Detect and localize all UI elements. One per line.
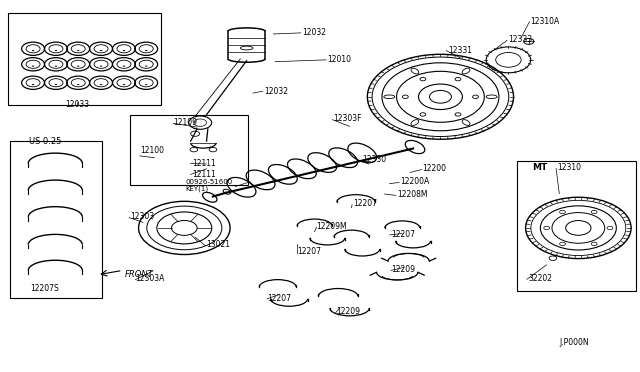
Bar: [8, 13, 161, 105]
Bar: [10, 141, 102, 298]
Text: 12303: 12303: [131, 212, 154, 221]
Text: 12207: 12207: [268, 294, 292, 302]
Text: 12333: 12333: [508, 35, 532, 44]
Text: 12209M: 12209M: [317, 222, 347, 231]
Text: 12303A: 12303A: [136, 274, 164, 283]
Text: 12111: 12111: [193, 159, 216, 168]
Text: J.P000N: J.P000N: [559, 338, 589, 347]
Text: 12032: 12032: [264, 87, 288, 96]
Text: 12200A: 12200A: [401, 177, 429, 186]
Text: MT: MT: [532, 163, 547, 172]
Text: FRONT: FRONT: [125, 270, 154, 279]
Text: 12310: 12310: [557, 163, 581, 172]
Text: 13021: 13021: [207, 240, 230, 249]
Text: 12100: 12100: [140, 146, 164, 155]
Text: 12032: 12032: [302, 28, 326, 37]
Text: US 0.25: US 0.25: [29, 137, 61, 145]
Text: 12303F: 12303F: [333, 115, 362, 124]
Text: 12010: 12010: [327, 55, 351, 64]
Text: 12331: 12331: [448, 46, 472, 55]
Text: 12208M: 12208M: [397, 190, 428, 199]
Text: 12109: 12109: [173, 118, 198, 127]
Text: 12207: 12207: [298, 247, 321, 256]
Text: 00926-51600: 00926-51600: [186, 179, 233, 185]
Text: 12209: 12209: [336, 307, 360, 316]
Text: 12310A: 12310A: [531, 17, 560, 26]
Text: 12330: 12330: [362, 155, 387, 164]
Text: 12033: 12033: [65, 100, 89, 109]
Text: 12200: 12200: [422, 164, 447, 173]
Text: 12209: 12209: [391, 265, 415, 274]
Text: 32202: 32202: [528, 274, 552, 283]
Bar: [131, 115, 248, 185]
Bar: [516, 161, 636, 291]
Text: 12207: 12207: [353, 199, 377, 208]
Text: 12207: 12207: [391, 230, 415, 239]
Text: 12111: 12111: [193, 170, 216, 179]
Text: KEY(1): KEY(1): [186, 185, 209, 192]
Text: 12207S: 12207S: [30, 284, 59, 294]
